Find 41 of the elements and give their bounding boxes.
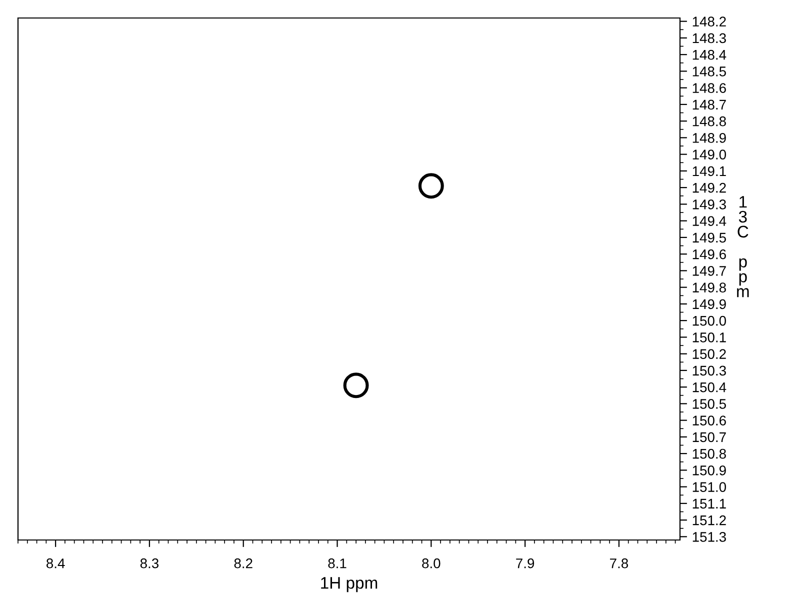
x-tick-label: 7.8 xyxy=(610,558,628,568)
y-tick-label: 148.3 xyxy=(692,33,726,44)
y-tick-label: 150.8 xyxy=(692,448,726,459)
y-tick-label: 150.3 xyxy=(692,366,726,376)
y-tick-label: 150.1 xyxy=(692,332,726,342)
y-tick-label: 148.4 xyxy=(692,50,726,60)
y-tick-label: 149.8 xyxy=(692,282,726,292)
y-tick-label: 151.3 xyxy=(692,532,726,542)
y-tick-label: 151.1 xyxy=(692,498,726,509)
y-tick-label: 150.5 xyxy=(692,399,726,409)
y-tick-label: 151.0 xyxy=(692,482,726,492)
y-tick-label: 148.7 xyxy=(692,100,726,110)
x-axis-title: 1H ppm xyxy=(321,577,378,592)
text: 13C ppm xyxy=(737,196,749,298)
y-tick-label: 149.7 xyxy=(692,266,726,276)
y-tick-label: 148.9 xyxy=(692,133,726,143)
y-tick-label: 151.2 xyxy=(692,515,726,526)
x-tick-label: 8.2 xyxy=(234,558,252,568)
y-tick-label: 148.6 xyxy=(692,83,726,93)
x-tick-label: 8.4 xyxy=(46,558,65,568)
y-tick-label: 149.0 xyxy=(692,150,726,160)
y-tick-label: 149.6 xyxy=(692,249,726,260)
y-tick-label: 150.2 xyxy=(692,349,726,359)
y-tick-label: 150.7 xyxy=(692,432,726,442)
y-tick-label: 148.5 xyxy=(692,66,726,76)
y-tick-label: 150.6 xyxy=(692,416,726,426)
x-tick-label: 8.0 xyxy=(422,558,440,568)
x-tick-label: 7.9 xyxy=(516,558,534,568)
y-tick-label: 149.9 xyxy=(692,299,726,310)
y-tick-label: 149.2 xyxy=(692,182,726,193)
y-tick-label: 148.8 xyxy=(692,116,726,126)
x-tick-label: 8.3 xyxy=(140,558,159,568)
y-tick-label: 150.0 xyxy=(692,316,726,326)
y-tick-label: 149.1 xyxy=(692,166,726,176)
y-tick-label: 148.2 xyxy=(692,16,726,26)
y-tick-label: 150.4 xyxy=(692,382,726,392)
y-tick-label: 149.4 xyxy=(692,216,726,226)
y-tick-label: 150.9 xyxy=(692,466,726,476)
y-tick-label: 149.3 xyxy=(692,200,726,210)
y-tick-label: 149.5 xyxy=(692,232,726,243)
x-tick-label: 8.1 xyxy=(328,558,346,568)
